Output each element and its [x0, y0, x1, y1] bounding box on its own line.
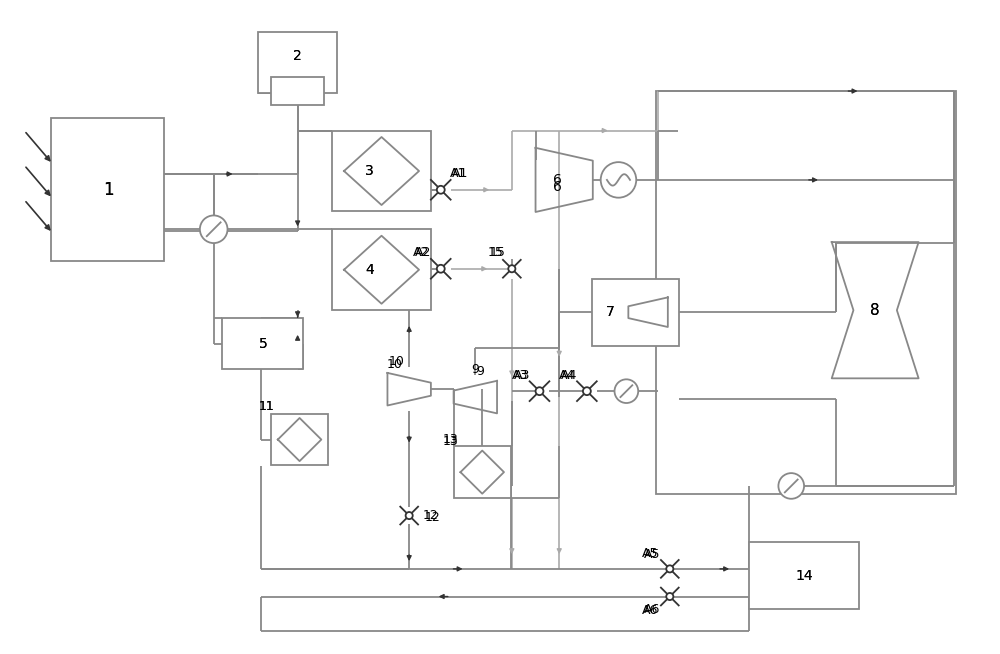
Text: A1: A1: [450, 167, 467, 181]
Text: 7: 7: [606, 305, 615, 319]
Text: 4: 4: [365, 263, 374, 277]
Text: 6: 6: [553, 180, 562, 194]
Circle shape: [778, 473, 804, 499]
Text: 12: 12: [425, 511, 441, 524]
Text: A3: A3: [512, 369, 528, 382]
Bar: [749, 542, 859, 610]
Text: A5: A5: [642, 547, 658, 560]
Circle shape: [666, 565, 673, 572]
Circle shape: [406, 512, 413, 519]
Text: 1: 1: [103, 181, 113, 199]
Circle shape: [601, 162, 636, 198]
Bar: [258, 32, 337, 93]
Text: A2: A2: [413, 247, 429, 260]
Text: 10: 10: [386, 358, 402, 371]
Text: 13: 13: [443, 433, 459, 446]
Circle shape: [666, 593, 673, 600]
Text: A4: A4: [561, 369, 577, 382]
Text: 2: 2: [293, 48, 302, 63]
Bar: [332, 230, 431, 310]
Text: 9: 9: [471, 363, 479, 376]
Bar: [332, 131, 431, 211]
Text: 7: 7: [606, 305, 615, 319]
Text: 2: 2: [293, 48, 302, 63]
Text: 9: 9: [476, 365, 484, 378]
Text: 12: 12: [423, 509, 439, 522]
Bar: [454, 447, 511, 498]
Text: 15: 15: [490, 247, 506, 260]
Text: 11: 11: [259, 400, 275, 413]
Circle shape: [508, 266, 515, 272]
Circle shape: [583, 387, 591, 395]
Text: 11: 11: [259, 400, 275, 413]
Text: A2: A2: [415, 247, 431, 260]
Text: 8: 8: [870, 303, 880, 318]
Text: 15: 15: [488, 247, 504, 260]
Bar: [271, 414, 328, 465]
Bar: [222, 318, 303, 370]
Text: 14: 14: [795, 569, 813, 583]
Circle shape: [200, 215, 228, 243]
Text: A3: A3: [514, 369, 530, 382]
Bar: [51, 118, 164, 261]
Text: A6: A6: [644, 603, 660, 616]
Text: 5: 5: [259, 337, 267, 351]
Text: 8: 8: [870, 303, 880, 318]
Bar: [656, 91, 956, 494]
Text: 3: 3: [365, 164, 374, 178]
Bar: [271, 77, 324, 105]
Text: 6: 6: [553, 173, 562, 187]
Text: A5: A5: [644, 547, 660, 560]
Text: A1: A1: [452, 167, 469, 181]
Circle shape: [437, 186, 445, 194]
Bar: [592, 279, 679, 346]
Circle shape: [615, 379, 638, 403]
Text: 13: 13: [443, 435, 459, 448]
Circle shape: [437, 265, 445, 273]
Text: 10: 10: [388, 355, 404, 368]
Text: 14: 14: [795, 569, 813, 583]
Text: 1: 1: [103, 181, 113, 199]
Text: 4: 4: [365, 263, 374, 277]
Text: 3: 3: [365, 164, 374, 178]
Text: A6: A6: [642, 604, 658, 617]
Circle shape: [536, 387, 543, 395]
Text: A4: A4: [559, 369, 575, 382]
Text: 5: 5: [259, 337, 267, 351]
